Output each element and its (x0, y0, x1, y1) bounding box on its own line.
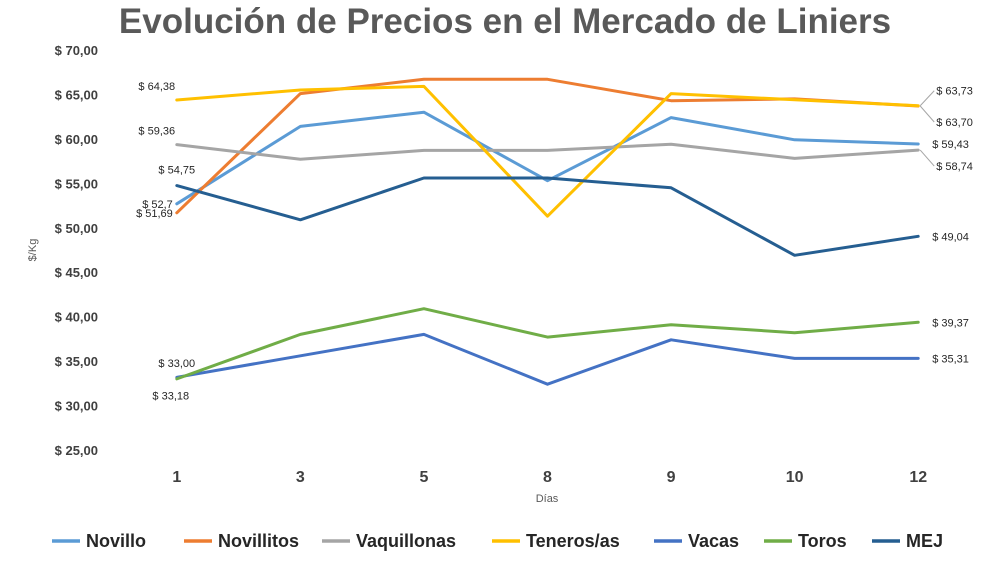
data-label: $ 59,43 (932, 139, 969, 151)
data-label: $ 64,38 (138, 81, 175, 93)
y-tick-label: $ 70,00 (55, 43, 98, 58)
x-tick-label: 5 (419, 469, 428, 486)
data-label: $ 63,73 (936, 86, 973, 98)
y-tick-label: $ 65,00 (55, 87, 98, 102)
y-tick-label: $ 50,00 (55, 221, 98, 236)
chart-title: Evolución de Precios en el Mercado de Li… (119, 2, 891, 41)
x-tick-label: 3 (296, 469, 305, 486)
legend-item: Novillitos (184, 531, 299, 551)
data-label: $ 59,36 (138, 126, 175, 138)
legend-item: Vaquillonas (322, 531, 456, 551)
data-label-leader (919, 149, 935, 167)
series-line-teneros-as (175, 84, 920, 218)
series-group (175, 77, 920, 386)
series-line-vacas (175, 332, 920, 386)
data-label: $ 51,69 (136, 208, 173, 220)
legend-label: MEJ (906, 531, 943, 551)
x-axis-label: Días (536, 493, 559, 505)
data-label: $ 39,37 (932, 317, 969, 329)
data-label: $ 33,18 (152, 390, 189, 402)
series-line-mej (175, 176, 920, 257)
x-tick-label: 12 (909, 469, 927, 486)
legend-item: Teneros/as (492, 531, 620, 551)
data-label: $ 35,31 (932, 353, 969, 365)
legend-label: Teneros/as (526, 531, 620, 551)
legend-label: Novillitos (218, 531, 299, 551)
y-tick-label: $ 45,00 (55, 265, 98, 280)
x-tick-label: 8 (543, 469, 552, 486)
y-tick-label: $ 35,00 (55, 354, 98, 369)
y-tick-label: $ 40,00 (55, 310, 98, 325)
legend-item: Vacas (654, 531, 739, 551)
data-label: $ 49,04 (932, 231, 969, 243)
data-label-leader (919, 90, 935, 107)
legend-item: Toros (764, 531, 847, 551)
x-axis-ticks: 1 3 5 8 9 10 12 (172, 469, 927, 486)
y-axis-label: $/Kg (27, 239, 39, 262)
data-label: $ 58,74 (936, 161, 973, 173)
legend-item: Novillo (52, 531, 146, 551)
data-labels: $ 52,7 $ 59,43 $ 51,69 $ 63,70 $ 59,36 $ 58,7… (136, 81, 973, 402)
legend: Novillo Novillitos Vaquillonas Teneros/as Va… (52, 531, 943, 551)
y-tick-label: $ 30,00 (55, 399, 98, 414)
data-label: $ 52,7 (142, 199, 173, 211)
legend-label: Vaquillonas (356, 531, 456, 551)
x-tick-label: 1 (172, 469, 181, 486)
data-label: $ 63,70 (936, 117, 973, 129)
series-line-vaquillonas (175, 142, 920, 161)
data-label: $ 33,00 (158, 358, 195, 370)
data-label: $ 54,75 (158, 165, 195, 177)
y-tick-label: $ 25,00 (55, 443, 98, 458)
x-tick-label: 9 (667, 469, 676, 486)
data-label-leader (919, 105, 935, 123)
y-tick-label: $ 60,00 (55, 132, 98, 147)
legend-item: MEJ (872, 531, 943, 551)
series-line-toros (175, 307, 920, 381)
y-tick-label: $ 55,00 (55, 176, 98, 191)
legend-label: Toros (798, 531, 847, 551)
series-line-novillo (175, 110, 920, 206)
y-axis-ticks: $ 25,00 $ 30,00 $ 35,00 $ 40,00 $ 45,00 $ 50,… (55, 43, 98, 458)
x-tick-label: 10 (786, 469, 804, 486)
legend-label: Novillo (86, 531, 146, 551)
legend-label: Vacas (688, 531, 739, 551)
